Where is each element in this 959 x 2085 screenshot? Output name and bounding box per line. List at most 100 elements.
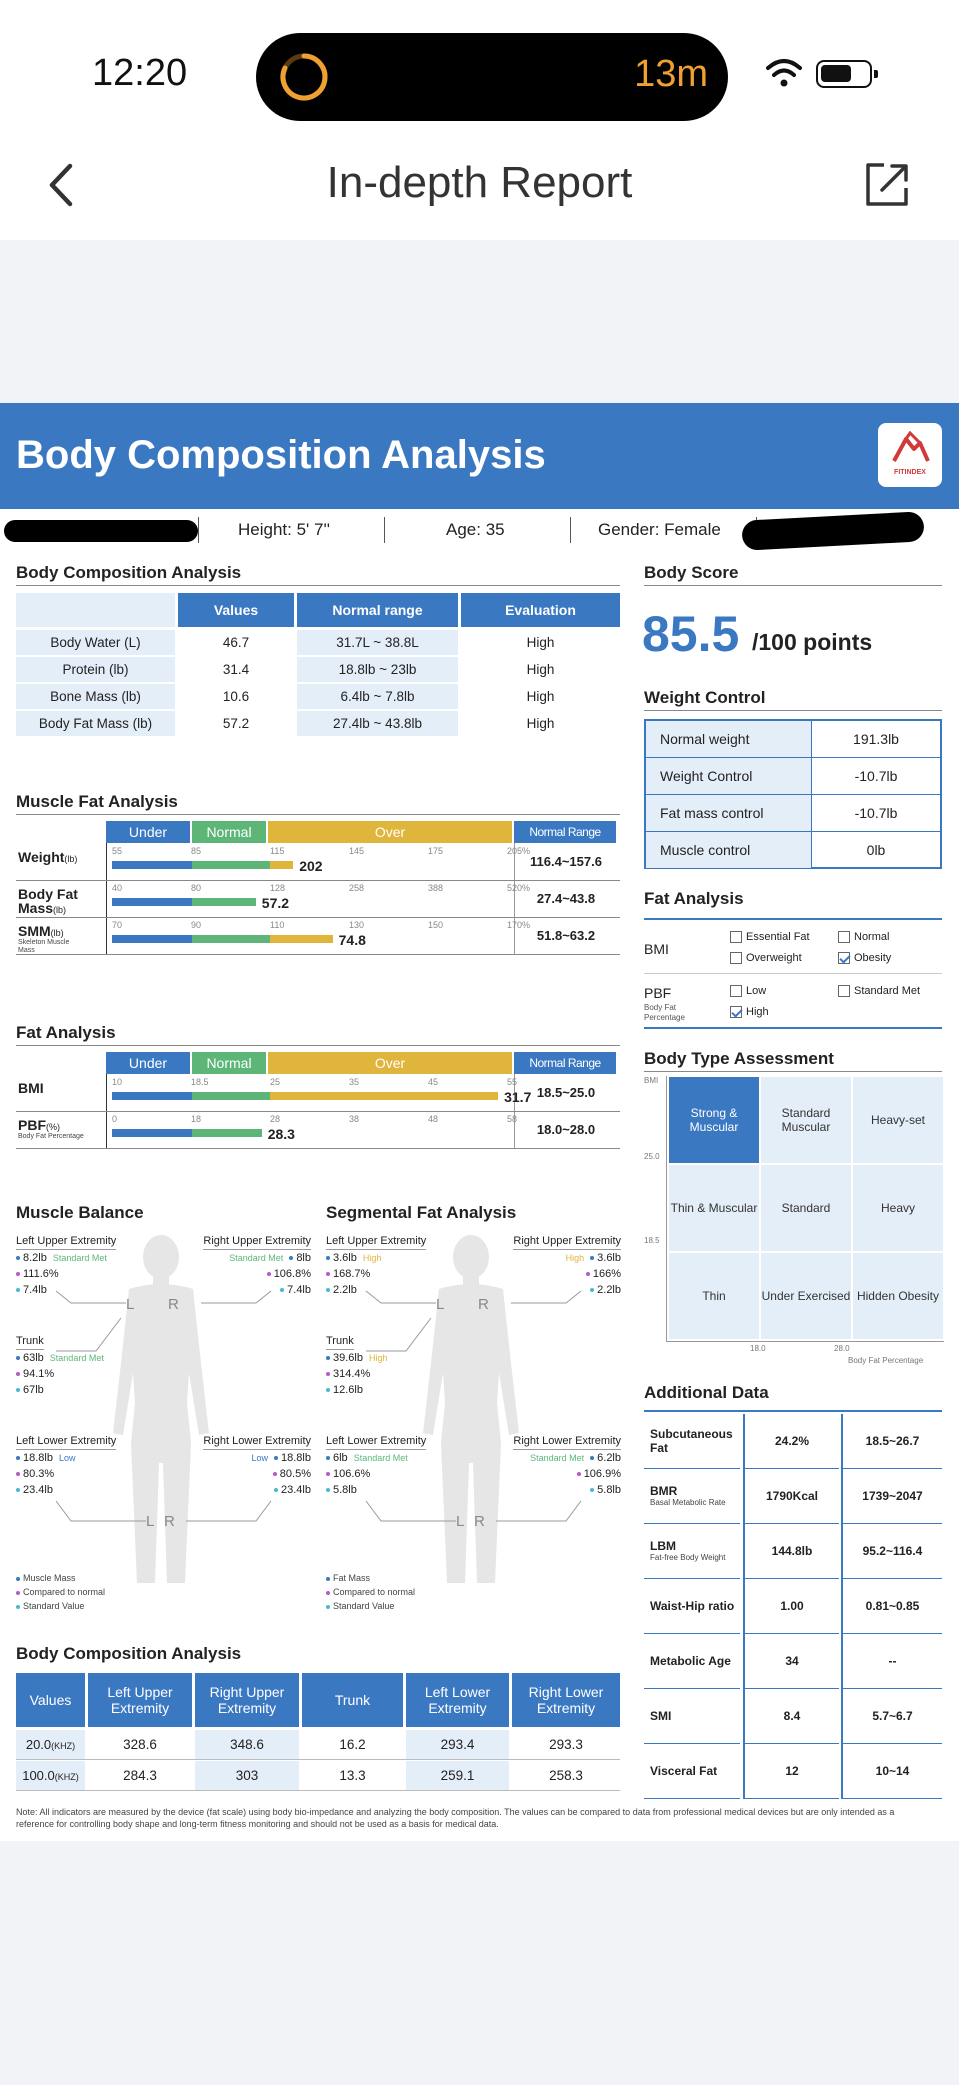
legend-item: Compared to normal [326, 1587, 415, 1597]
body-type-cell: Standard Muscular [760, 1076, 852, 1164]
additional-value: 34 [743, 1634, 839, 1689]
row-line [16, 880, 620, 881]
status-tag: High [362, 1253, 382, 1263]
segment-value: 2.2lb [597, 1284, 621, 1296]
additional-name: BMR [650, 1484, 678, 1498]
label-text: Weight [18, 849, 65, 865]
segmental-fat: Left Upper Extremity 3.6lb High 168.7% 2.2lb… [326, 1233, 621, 1633]
segment-value: 314.4% [333, 1368, 371, 1380]
body-silhouette-icon [423, 1235, 519, 1583]
segment-line: 2.2lb [326, 1282, 451, 1298]
additional-name: Subcutaneous Fat [650, 1427, 733, 1455]
bar-segment [192, 861, 270, 869]
wc-value: 0lb [812, 832, 940, 869]
bmi-tick: 18.5 [644, 1236, 660, 1245]
segment-title: Left Upper Extremity [326, 1233, 427, 1250]
row-label: BMI [18, 1081, 104, 1095]
standard-met-checkbox[interactable] [838, 985, 850, 998]
timer-text: 13m [634, 53, 708, 95]
segment-line: 168.7% [326, 1266, 451, 1282]
tick-label: 128 [270, 883, 286, 893]
additional-value: 24.2% [743, 1414, 839, 1469]
tick-label: 175 [428, 846, 444, 856]
legend-item: Compared to normal [16, 1587, 105, 1597]
bar-segment [192, 1092, 270, 1100]
bullet-icon [16, 1488, 20, 1493]
wc-label: Fat mass control [646, 795, 812, 832]
tick-label: 0 [112, 1114, 118, 1124]
freq-value: 20.0 [25, 1737, 52, 1752]
segment-value: 39.6lb [333, 1352, 363, 1364]
tick-label: 130 [349, 920, 365, 930]
bca-cell: 31.7L ~ 38.8L [297, 630, 458, 655]
additional-range: -- [841, 1634, 942, 1689]
essential-fat-checkbox[interactable] [730, 931, 742, 944]
bullet-icon [266, 1272, 271, 1277]
tick-label: 35 [349, 1077, 360, 1087]
segment-line: 80.3% [16, 1466, 141, 1482]
wifi-icon [766, 59, 802, 87]
segment-line: 23.4lb [16, 1482, 141, 1498]
side-label: R [474, 1513, 485, 1530]
back-arrow-icon[interactable] [44, 160, 80, 210]
segment-line: 94.1% [16, 1366, 141, 1382]
status-time: 12:20 [92, 52, 188, 94]
additional-name-cell: Subcutaneous Fat [644, 1414, 740, 1469]
legend-label: Fat Mass [333, 1573, 371, 1583]
bca-cell: Protein (lb) [16, 657, 175, 682]
legend-label: Compared to normal [23, 1587, 106, 1597]
tick-label: 45 [428, 1077, 439, 1087]
seg-header: Left Lower Extremity [406, 1673, 509, 1727]
low-checkbox[interactable] [730, 985, 742, 998]
bullet-icon [280, 1288, 285, 1293]
bca-cell: Body Water (L) [16, 630, 175, 655]
fat-analysis-chart: Under Normal Over Normal Range BMI 10 18.5 25 35… [16, 1052, 620, 1182]
segment-value: 7.4lb [23, 1284, 47, 1296]
segment-title: Right Upper Extremity [203, 1233, 311, 1250]
side-label: L [126, 1296, 135, 1313]
segment-value: 94.1% [23, 1368, 55, 1380]
segment-line: 67lb [16, 1382, 141, 1398]
share-icon[interactable] [862, 160, 912, 210]
bullet-icon [16, 1388, 20, 1393]
row-label: PBF(%) [18, 1118, 104, 1134]
legend-label: Standard Value [333, 1601, 395, 1611]
status-tag: Standard Met [49, 1353, 104, 1363]
info-age: Age: 35 [446, 520, 505, 539]
tick-label: 258 [349, 883, 365, 893]
bca-cell: 27.4lb ~ 43.8lb [297, 711, 458, 736]
segment-block: Right Lower Extremity Low 18.8lb 80.5% 23.4l… [186, 1433, 311, 1498]
overweight-checkbox[interactable] [730, 952, 742, 965]
row-label: Body Fat Mass(lb) [18, 887, 104, 917]
obesity-checkbox[interactable] [838, 952, 850, 965]
segment-line: 8.2lb Standard Met [16, 1250, 141, 1266]
segment-line: 5.8lb [496, 1482, 621, 1498]
segment-value: 6.2lb [597, 1452, 621, 1464]
segment-line: 166% [496, 1266, 621, 1282]
fitindex-logo: FITINDEX [878, 423, 942, 487]
bullet-icon [326, 1272, 330, 1277]
normal-range-value: 27.4~43.8 [536, 891, 596, 906]
dynamic-island[interactable]: 13m [256, 33, 728, 121]
tick-label: 85 [191, 846, 202, 856]
bar-segment [192, 935, 270, 943]
additional-name: Visceral Fat [650, 1764, 718, 1778]
normal-checkbox[interactable] [838, 931, 850, 944]
freq-unit: (KHZ) [51, 1741, 76, 1751]
row-line [16, 954, 620, 955]
segment-value: 3.6lb [333, 1252, 357, 1264]
bca-cell: 31.4 [178, 657, 294, 682]
unit: (lb) [53, 905, 67, 915]
side-label: L [456, 1513, 465, 1530]
bca-cell: High [461, 711, 620, 736]
bullet-icon [16, 1604, 20, 1609]
seg-header: Trunk [302, 1673, 403, 1727]
bullet-icon [326, 1472, 330, 1477]
additional-data: Subcutaneous Fat 24.2% 18.5~26.7 BMR Basal M… [644, 1414, 942, 1799]
side-label: L [146, 1513, 155, 1530]
weight-control-table: Normal weight 191.3lb Weight Control -10.7l… [644, 719, 942, 869]
segment-block: Right Upper Extremity High 3.6lb 166% 2.2lb [496, 1233, 621, 1298]
battery-icon [816, 60, 878, 88]
bullet-icon [326, 1356, 330, 1361]
high-checkbox[interactable] [730, 1006, 742, 1019]
